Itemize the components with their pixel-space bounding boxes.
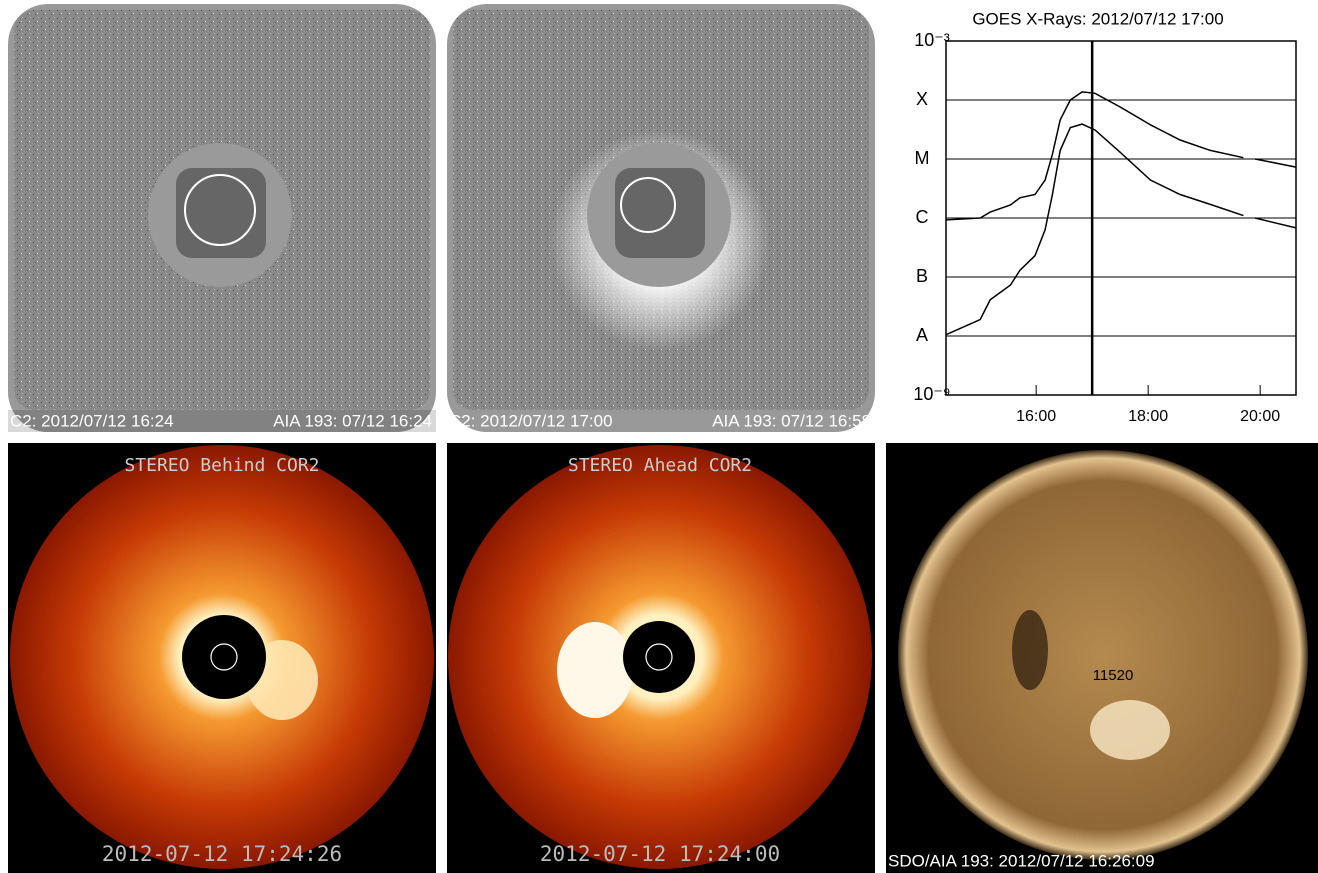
x-tick-label: 16:00 (1016, 408, 1056, 425)
lasco-panel: C2: 2012/07/12 17:00 AIA 193: 07/12 16:5… (447, 4, 875, 432)
y-tick-label: M (915, 148, 930, 168)
flux-line (946, 92, 1296, 220)
x-tick-label: 18:00 (1128, 408, 1168, 425)
y-tick-label: C (916, 207, 929, 227)
chart-title: GOES X-Rays: 2012/07/12 17:00 (972, 9, 1223, 28)
panel-title: STEREO Ahead COR2 (568, 455, 752, 476)
panel-label: SDO/AIA 193: 2012/07/12 16:26:09 (888, 851, 1155, 870)
stereo-panel: STEREO Ahead COR2 2012-07-12 17:24:00 (447, 443, 875, 873)
y-tick-label: 10⁻³ (914, 30, 950, 50)
y-tick-label: A (916, 325, 928, 345)
lasco-panel: C2: 2012/07/12 16:24 AIA 193: 07/12 16:2… (8, 4, 436, 432)
stereo-panel: STEREO Behind COR2 2012-07-12 17:24:26 (8, 443, 436, 873)
y-tick-label: X (916, 89, 928, 109)
panel-label: C2: 2012/07/12 16:24 (10, 411, 174, 430)
figure: C2: 2012/07/12 16:24 AIA 193: 07/12 16:2… (0, 0, 1318, 873)
panel-label: AIA 193: 07/12 16:58 (712, 411, 871, 430)
panel-label: C2: 2012/07/12 17:00 (449, 411, 613, 430)
flux-line (946, 124, 1296, 335)
region-label: 11520 (1093, 667, 1134, 684)
y-tick-label: B (916, 266, 928, 286)
goes-chart: GOES X-Rays: 2012/07/12 17:00 10⁻⁹ A B C M X 1… (913, 9, 1296, 425)
sdo-panel: 11520 SDO/AIA 193: 2012/07/12 16:26:09 (886, 443, 1318, 873)
panel-label: AIA 193: 07/12 16:24 (273, 411, 432, 430)
panel-title: STEREO Behind COR2 (124, 455, 319, 476)
timestamp: 2012-07-12 17:24:00 (540, 842, 780, 866)
timestamp: 2012-07-12 17:24:26 (102, 842, 342, 866)
x-tick-label: 20:00 (1240, 408, 1280, 425)
y-tick-label: 10⁻⁹ (913, 384, 950, 404)
